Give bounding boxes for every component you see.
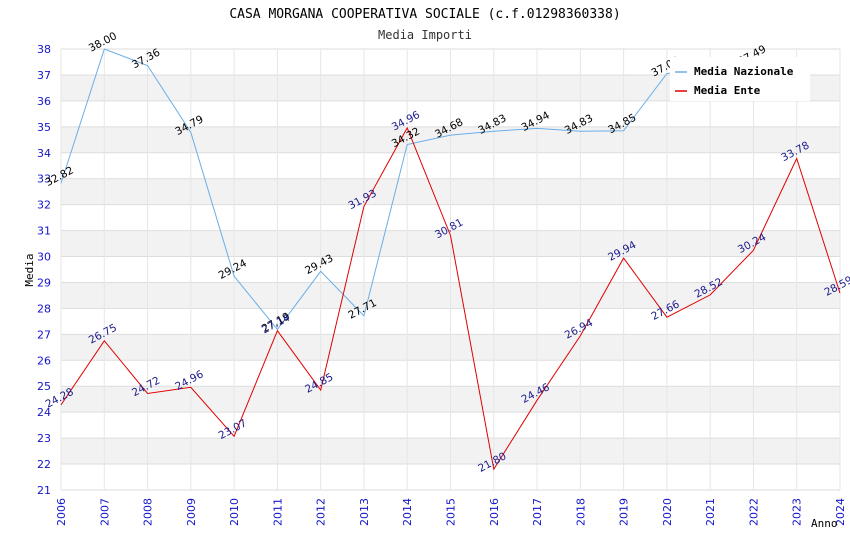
- legend-box: [670, 57, 810, 101]
- x-axis-ticks: 2006 2007 2008 2009 2010 2011 2012 2013 2014 2015…: [55, 498, 847, 526]
- y-tick-label: 36: [37, 95, 51, 108]
- chart-title: CASA MORGANA COOPERATIVA SOCIALE (c.f.01…: [229, 7, 620, 22]
- x-tick-label: 2019: [618, 498, 631, 526]
- y-axis-ticks: 21 22 23 24 25 26 27 28 29 30 31 32 33 34 35 36 37 38: [37, 43, 51, 497]
- x-tick-label: 2011: [271, 498, 284, 526]
- x-tick-label: 2010: [228, 498, 241, 526]
- y-tick-label: 23: [37, 432, 51, 445]
- data-label: 38.00: [87, 30, 119, 55]
- x-tick-label: 2007: [98, 498, 111, 526]
- y-tick-label: 24: [37, 406, 51, 419]
- x-tick-label: 2006: [55, 498, 68, 526]
- y-tick-label: 37: [37, 69, 51, 82]
- y-tick-label: 27: [37, 328, 51, 341]
- y-tick-label: 28: [37, 302, 51, 315]
- x-tick-label: 2012: [315, 498, 328, 526]
- y-tick-label: 35: [37, 121, 51, 134]
- series-line-0: [60, 48, 754, 331]
- x-tick-label: 2024: [834, 498, 847, 526]
- x-tick-label: 2009: [185, 498, 198, 526]
- y-tick-label: 31: [37, 225, 51, 238]
- x-tick-label: 2022: [747, 498, 760, 526]
- y-tick-label: 21: [37, 484, 51, 497]
- data-label: 29.24: [217, 257, 249, 282]
- grid-bands: [60, 48, 841, 491]
- y-tick-label: 34: [37, 147, 51, 160]
- x-tick-label: 2015: [445, 498, 458, 526]
- y-tick-label: 22: [37, 458, 51, 471]
- legend: Media Nazionale Media Ente: [670, 57, 810, 101]
- legend-label-media-ente: Media Ente: [694, 84, 761, 97]
- y-tick-label: 38: [37, 43, 51, 56]
- y-tick-label: 30: [37, 251, 51, 264]
- y-tick-label: 25: [37, 380, 51, 393]
- y-tick-label: 33: [37, 173, 51, 186]
- x-axis-label: Anno: [811, 517, 838, 530]
- series-lines: [60, 48, 841, 471]
- series-line-1: [60, 126, 841, 471]
- x-tick-label: 2008: [142, 498, 155, 526]
- x-tick-label: 2018: [574, 498, 587, 526]
- y-tick-label: 32: [37, 199, 51, 212]
- x-tick-label: 2013: [358, 498, 371, 526]
- y-tick-label: 26: [37, 354, 51, 367]
- y-tick-label: 29: [37, 276, 51, 289]
- chart-subtitle: Media Importi: [378, 28, 472, 42]
- x-tick-label: 2020: [661, 498, 674, 526]
- data-label: 37.36: [130, 46, 162, 71]
- y-axis-label: Media: [23, 253, 36, 286]
- x-tick-label: 2017: [531, 498, 544, 526]
- x-tick-label: 2023: [791, 498, 804, 526]
- x-tick-label: 2014: [401, 498, 414, 526]
- legend-label-media-nazionale: Media Nazionale: [694, 65, 794, 78]
- x-tick-label: 2016: [488, 498, 501, 526]
- x-tick-label: 2021: [704, 498, 717, 526]
